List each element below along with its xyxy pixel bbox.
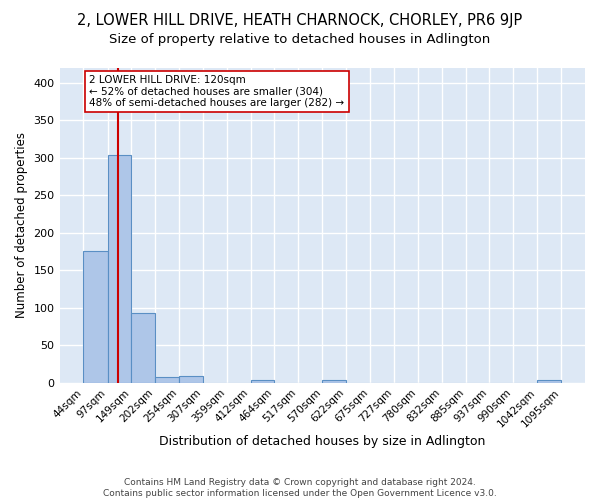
Bar: [107, 154, 131, 382]
Text: Contains HM Land Registry data © Crown copyright and database right 2024.
Contai: Contains HM Land Registry data © Crown c…: [103, 478, 497, 498]
Bar: [155, 376, 179, 382]
Text: Size of property relative to detached houses in Adlington: Size of property relative to detached ho…: [109, 32, 491, 46]
Bar: [83, 252, 107, 382]
Y-axis label: Number of detached properties: Number of detached properties: [15, 132, 28, 318]
Text: 2, LOWER HILL DRIVE, HEATH CHARNOCK, CHORLEY, PR6 9JP: 2, LOWER HILL DRIVE, HEATH CHARNOCK, CHO…: [77, 12, 523, 28]
Bar: [131, 313, 155, 382]
X-axis label: Distribution of detached houses by size in Adlington: Distribution of detached houses by size …: [159, 434, 485, 448]
Bar: [537, 380, 561, 382]
Bar: [251, 380, 274, 382]
Bar: [322, 380, 346, 382]
Text: 2 LOWER HILL DRIVE: 120sqm
← 52% of detached houses are smaller (304)
48% of sem: 2 LOWER HILL DRIVE: 120sqm ← 52% of deta…: [89, 75, 344, 108]
Bar: [179, 376, 203, 382]
